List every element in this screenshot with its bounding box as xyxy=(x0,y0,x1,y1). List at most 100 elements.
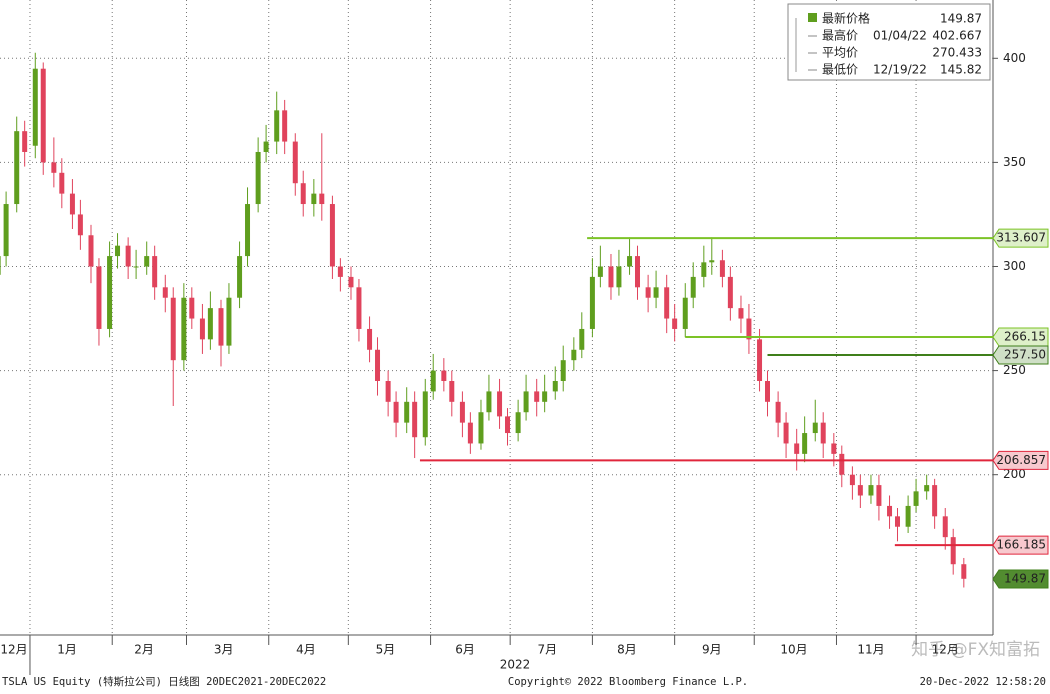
candle-body xyxy=(133,266,139,268)
y-tick-label: 350 xyxy=(1003,155,1026,169)
y-tick-label: 200 xyxy=(1003,467,1026,481)
candle-body xyxy=(375,349,381,381)
candle-body xyxy=(738,308,744,319)
legend-icon xyxy=(808,13,817,22)
candle-body xyxy=(181,297,187,361)
candle-body xyxy=(505,416,511,434)
candle-body xyxy=(616,266,622,288)
candle-body xyxy=(14,131,20,205)
candle-body xyxy=(701,262,707,277)
candle-body xyxy=(459,401,465,423)
candle-body xyxy=(255,151,261,205)
candle-body xyxy=(486,391,492,413)
candle-body xyxy=(627,256,633,267)
candle-body xyxy=(263,141,269,152)
candle-body xyxy=(746,318,752,340)
level-tag xyxy=(992,327,1049,347)
x-tick-label: 4月 xyxy=(296,643,316,657)
candle-body xyxy=(913,491,919,506)
legend-box xyxy=(787,3,991,81)
candle-body xyxy=(152,256,158,288)
candle-body xyxy=(653,287,659,298)
candle-body xyxy=(422,391,428,438)
candle-body xyxy=(245,204,251,257)
candle-body xyxy=(682,297,688,329)
candle-body xyxy=(274,110,280,142)
candle-body xyxy=(645,287,651,298)
legend-date: 01/04/22 xyxy=(873,29,927,43)
x-tick-label: 7月 xyxy=(537,643,557,657)
candle-body xyxy=(207,308,213,340)
candle-body xyxy=(764,381,770,402)
x-tick-label: 2月 xyxy=(134,643,154,657)
candle-body xyxy=(542,391,548,402)
candle-body xyxy=(597,266,603,277)
level-label: 166.185 xyxy=(996,538,1046,552)
candle-body xyxy=(589,276,595,329)
legend-name: 最低价 xyxy=(822,63,858,77)
candle-body xyxy=(802,433,808,454)
candle-body xyxy=(709,260,715,263)
candle-body xyxy=(608,266,614,288)
candle-body xyxy=(534,391,540,402)
candle-body xyxy=(162,287,168,298)
legend-value: 149.87 xyxy=(940,12,982,26)
candle-body xyxy=(876,485,882,506)
legend-value: 402.667 xyxy=(932,29,982,43)
candle-body xyxy=(497,391,503,417)
legend-date: 12/19/22 xyxy=(873,63,927,77)
candle-body xyxy=(664,287,670,319)
candle-body xyxy=(552,381,558,392)
candle-body xyxy=(107,256,113,329)
candle-body xyxy=(404,401,410,423)
candle-body xyxy=(69,193,75,215)
legend-name: 最高价 xyxy=(822,28,858,43)
candle-body xyxy=(775,401,781,423)
candle-body xyxy=(51,162,57,173)
candle-body xyxy=(441,370,447,381)
x-tick-label: 12月 xyxy=(0,643,27,657)
level-tag xyxy=(992,228,1049,248)
candle-body xyxy=(292,141,298,184)
candle-body xyxy=(59,172,65,194)
candle-body xyxy=(820,422,826,444)
candle-body xyxy=(839,453,845,475)
level-label: 149.87 xyxy=(1004,572,1046,586)
x-tick-label: 9月 xyxy=(702,643,722,657)
x-tick-label: 10月 xyxy=(780,643,807,657)
x-tick-label: 12月 xyxy=(932,643,959,657)
candle-body xyxy=(849,474,855,486)
candle-body xyxy=(282,110,288,142)
candle-body xyxy=(523,391,529,413)
legend-value: 145.82 xyxy=(940,63,982,77)
candle-body xyxy=(189,297,195,319)
y-tick-label: 250 xyxy=(1003,363,1026,377)
candle-body xyxy=(449,381,455,402)
candle-body xyxy=(887,505,893,517)
legend-name: 最新价格 xyxy=(822,11,870,26)
level-tag xyxy=(992,535,1049,555)
candle-body xyxy=(783,422,789,444)
candle-body xyxy=(393,401,399,423)
watermark: 知乎 @FX知富拓 xyxy=(911,640,1040,660)
candle-body xyxy=(300,183,306,205)
candle-body xyxy=(319,193,325,205)
candle-body xyxy=(430,370,436,392)
candle-body xyxy=(385,381,391,402)
candle-body xyxy=(337,266,343,277)
candle-body xyxy=(961,564,967,579)
candle-body xyxy=(942,516,948,538)
candle-body xyxy=(727,276,733,309)
legend: 最新价格 149.87 最高价 01/04/22 402.667 平均价 270.433 最低… xyxy=(787,3,991,81)
candle-body xyxy=(690,276,696,298)
candle-body xyxy=(757,339,763,381)
candle-body xyxy=(812,422,818,434)
candle-body xyxy=(794,443,800,454)
candle-body xyxy=(831,443,837,454)
year-label: 2022 xyxy=(500,658,531,672)
candle-body xyxy=(672,318,678,329)
candle-body xyxy=(635,256,641,288)
footer-left: TSLA US Equity (特斯拉公司) 日线图 20DEC2021-20D… xyxy=(2,675,326,688)
